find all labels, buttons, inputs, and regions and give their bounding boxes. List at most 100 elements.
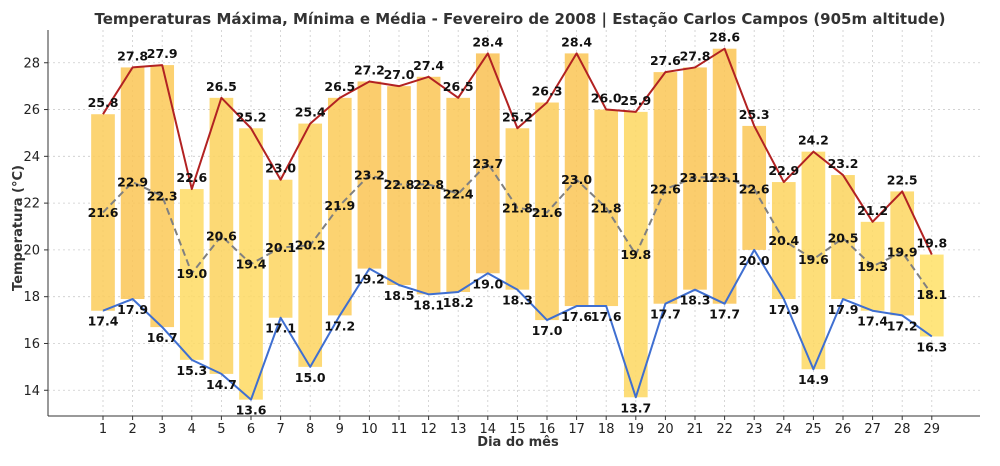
mean-value-label: 23.1 [709, 170, 740, 185]
x-tick-label: 12 [420, 422, 437, 437]
y-tick-label: 26 [23, 103, 40, 118]
mean-value-label: 22.6 [739, 182, 770, 197]
min-value-label: 18.3 [502, 293, 533, 308]
max-value-label: 27.0 [384, 67, 415, 82]
x-tick-label: 24 [776, 422, 793, 437]
min-value-label: 15.0 [295, 370, 326, 385]
mean-value-label: 20.1 [265, 240, 296, 255]
mean-value-label: 23.7 [472, 156, 503, 171]
mean-value-label: 22.3 [147, 189, 178, 204]
min-value-label: 17.2 [324, 318, 355, 333]
mean-value-label: 19.0 [176, 266, 207, 281]
y-tick-label: 20 [23, 243, 40, 258]
max-value-label: 27.4 [413, 58, 444, 73]
min-value-label: 14.9 [798, 372, 829, 387]
mean-value-label: 21.6 [532, 205, 563, 220]
mean-value-label: 21.9 [324, 198, 355, 213]
y-tick-label: 24 [23, 150, 40, 165]
x-tick-label: 11 [391, 422, 408, 437]
range-bar [919, 254, 944, 337]
min-value-label: 18.5 [384, 288, 415, 303]
mean-value-label: 21.6 [88, 205, 119, 220]
range-bars [91, 48, 944, 400]
min-value-label: 17.7 [709, 307, 740, 322]
min-value-label: 20.0 [739, 253, 770, 268]
mean-value-label: 23.2 [354, 168, 385, 183]
x-tick-label: 26 [835, 422, 852, 437]
range-bar [268, 179, 293, 318]
mean-value-label: 19.8 [620, 247, 651, 262]
max-value-label: 28.4 [472, 34, 503, 49]
x-tick-label: 17 [568, 422, 585, 437]
y-axis-label: Temperatura (°C) [11, 165, 26, 291]
range-bar [150, 65, 175, 328]
x-tick-label: 1 [99, 422, 107, 437]
y-tick-label: 28 [23, 56, 40, 71]
mean-value-label: 20.4 [768, 233, 799, 248]
range-bar [387, 86, 411, 285]
range-bar [120, 67, 145, 300]
x-tick-label: 10 [361, 422, 378, 437]
range-bar [505, 128, 530, 290]
max-value-label: 28.6 [709, 30, 740, 45]
min-value-label: 17.7 [650, 307, 681, 322]
max-value-label: 27.8 [117, 48, 148, 63]
mean-value-label: 20.2 [295, 238, 326, 253]
data-labels: 25.827.827.922.626.525.223.025.426.527.2… [88, 30, 948, 418]
max-value-label: 27.8 [680, 48, 711, 63]
x-tick-label: 23 [746, 422, 763, 437]
x-tick-label: 3 [158, 422, 166, 437]
mean-value-label: 22.4 [443, 186, 474, 201]
y-tick-label: 14 [23, 384, 40, 399]
min-value-label: 19.2 [354, 272, 385, 287]
range-bar [860, 221, 885, 311]
y-tick-label: 18 [23, 290, 40, 305]
max-value-label: 25.9 [620, 93, 651, 108]
x-tick-label: 5 [217, 422, 225, 437]
mean-value-label: 22.8 [413, 177, 444, 192]
min-value-label: 16.7 [147, 330, 178, 345]
x-tick-label: 6 [247, 422, 255, 437]
range-bar [683, 67, 707, 290]
max-value-label: 26.3 [532, 84, 563, 99]
range-bar [801, 151, 826, 370]
min-value-label: 14.7 [206, 377, 237, 392]
x-tick-label: 18 [598, 422, 615, 437]
min-value-label: 18.3 [680, 293, 711, 308]
max-value-label: 22.9 [768, 163, 799, 178]
x-tick-label: 14 [480, 422, 497, 437]
range-bar [742, 125, 767, 250]
min-value-label: 17.9 [828, 302, 859, 317]
mean-value-label: 22.8 [384, 177, 415, 192]
x-tick-label: 19 [628, 422, 645, 437]
max-temperature-line [102, 47, 933, 256]
range-bar [712, 48, 737, 304]
y-tick-label: 16 [23, 337, 40, 352]
min-value-label: 17.4 [857, 314, 888, 329]
max-value-label: 19.8 [916, 236, 947, 251]
chart-title: Temperaturas Máxima, Mínima e Média - Fe… [94, 10, 945, 29]
range-bar [831, 175, 855, 300]
mean-value-label: 20.6 [206, 228, 237, 243]
max-value-label: 22.6 [176, 170, 207, 185]
min-value-label: 17.6 [561, 309, 592, 324]
mean-value-label: 19.4 [236, 256, 267, 271]
range-bar [653, 72, 678, 304]
min-temperature-line [102, 248, 933, 401]
x-tick-label: 27 [864, 422, 881, 437]
max-value-label: 26.0 [591, 91, 622, 106]
max-value-label: 25.2 [502, 109, 533, 124]
x-tick-label: 21 [687, 422, 704, 437]
max-value-label: 22.5 [887, 172, 918, 187]
range-bar [91, 114, 115, 311]
mean-temperature-line [102, 162, 933, 295]
x-tick-label: 22 [716, 422, 733, 437]
mean-value-label: 19.6 [798, 252, 829, 267]
max-value-label: 27.2 [354, 62, 385, 77]
range-bar [446, 97, 471, 293]
min-value-label: 17.2 [887, 318, 918, 333]
max-value-label: 25.4 [295, 105, 326, 120]
